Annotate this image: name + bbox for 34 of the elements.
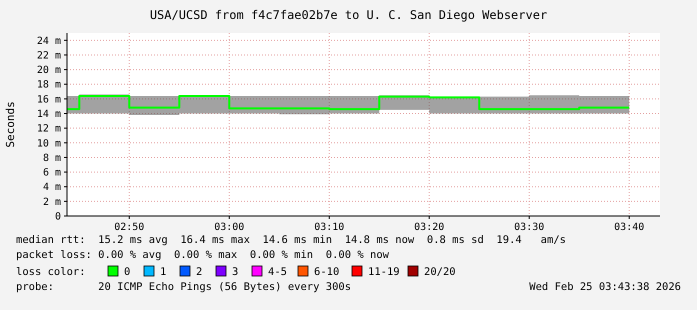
y-tick-label: 8 m <box>42 152 61 164</box>
text: probe: 20 ICMP Echo Pings (56 Bytes) every 300s <box>16 281 352 293</box>
legend-label: 11-19 <box>368 266 400 278</box>
y-tick-label: 14 m <box>36 109 61 120</box>
y-tick-label: 4 m <box>42 182 61 194</box>
x-tick-label: 02:50 <box>114 222 144 233</box>
legend-title: loss color: <box>16 266 86 278</box>
y-tick-label: 6 m <box>42 168 61 179</box>
y-tick-label: 18 m <box>36 80 61 91</box>
legend-label: 1 <box>160 266 166 278</box>
legend-label: 0 <box>124 266 130 278</box>
legend-label: 4-5 <box>268 266 287 278</box>
y-axis-title: Seconds <box>4 101 17 148</box>
x-tick-label: 03:40 <box>614 222 644 233</box>
y-tick-label: 12 m <box>36 124 61 135</box>
y-tick-label: 0 <box>54 212 61 222</box>
text: packet loss: 0.00 % avg 0.00 % max 0.00 % min 0.00 % now <box>16 249 390 261</box>
legend-label: 3 <box>232 266 238 278</box>
x-tick-label: 03:30 <box>514 222 544 233</box>
text: median rtt: 15.2 ms avg 16.4 ms max 14.6 ms min 14.8 ms now 0.8 ms sd 19.4 am/s <box>16 234 566 246</box>
y-tick-label: 20 m <box>36 65 61 76</box>
text: Wed Feb 25 03:43:38 2026 <box>529 281 681 293</box>
y-tick-label: 22 m <box>36 50 61 62</box>
legend-label: 20/20 <box>424 266 456 278</box>
y-tick-label: 16 m <box>36 94 61 106</box>
x-tick-label: 03:10 <box>314 222 344 233</box>
legend-label: 6-10 <box>314 266 340 278</box>
legend-label: 2 <box>196 266 202 278</box>
y-tick-label: 2 m <box>42 196 61 208</box>
x-tick-label: 03:20 <box>414 222 444 233</box>
y-tick-label: 24 m <box>36 36 61 47</box>
chart-title: USA/UCSD from f4c7fae02b7e to U. C. San Diego Webserver <box>150 8 548 22</box>
x-tick-label: 03:00 <box>214 222 244 233</box>
y-tick-label: 10 m <box>36 138 61 150</box>
